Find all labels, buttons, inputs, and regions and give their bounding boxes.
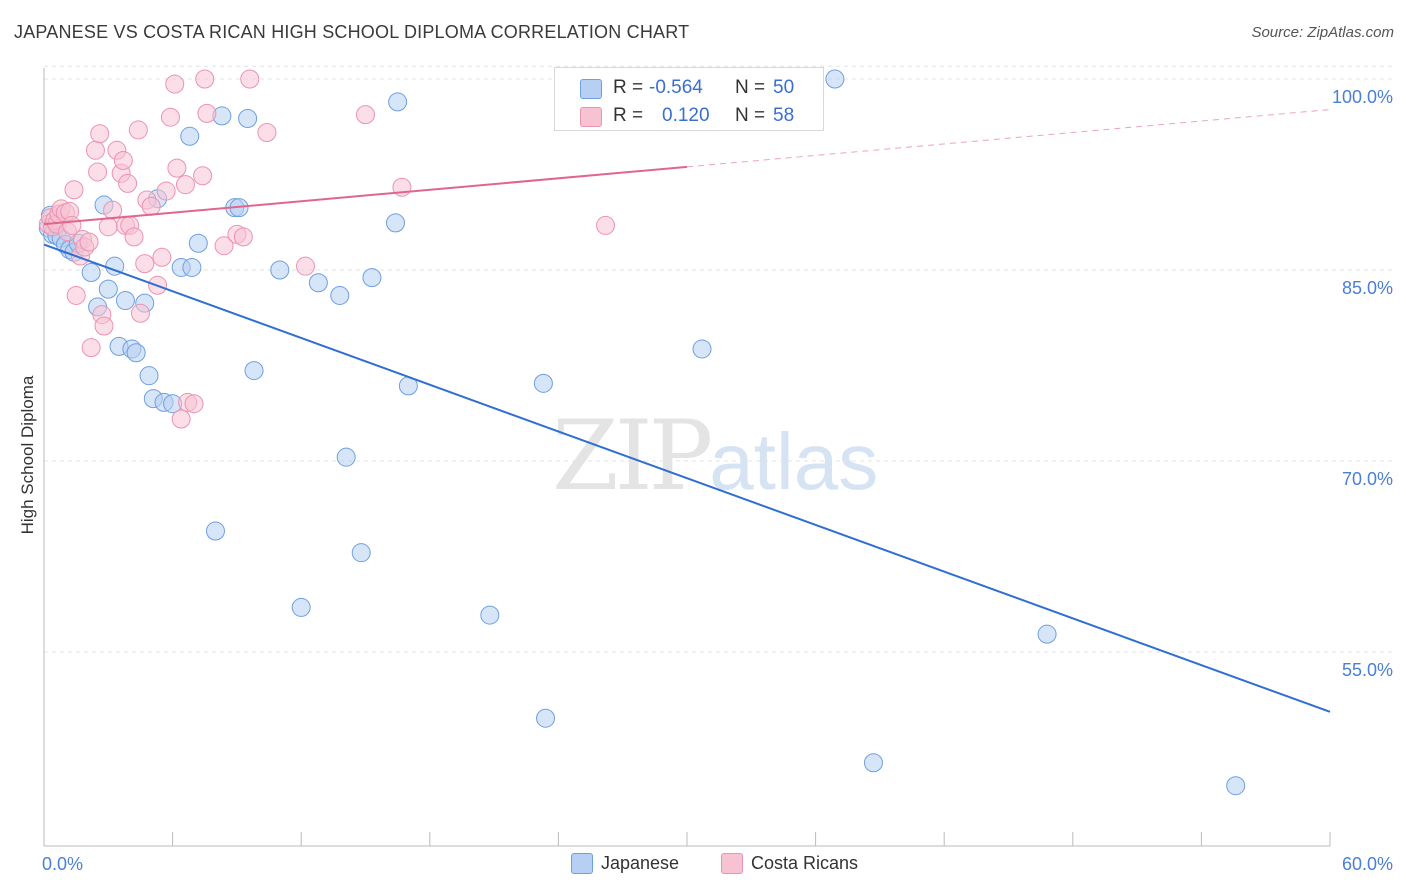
point-costa-rican — [167, 158, 187, 178]
legend-swatch-costa-rican — [580, 107, 602, 127]
trendline-japanese — [43, 243, 1331, 713]
y-tick-label: 100.0% — [1332, 87, 1393, 107]
watermark: ZIPatlas — [552, 400, 878, 512]
bottom-legend-swatch-costa-rican — [721, 853, 743, 874]
point-japanese — [205, 521, 225, 541]
point-costa-rican — [152, 247, 172, 267]
point-japanese — [244, 361, 264, 381]
point-japanese — [388, 92, 408, 112]
point-costa-rican — [79, 232, 99, 252]
point-costa-rican — [233, 227, 253, 247]
legend-r-value-japanese: -0.564 — [649, 77, 703, 98]
point-costa-rican — [98, 217, 118, 237]
point-japanese — [180, 126, 200, 146]
point-japanese — [182, 257, 202, 277]
point-costa-rican — [175, 175, 195, 195]
y-tick-label: 55.0% — [1342, 660, 1393, 680]
point-costa-rican — [197, 103, 217, 123]
point-japanese — [238, 108, 258, 128]
legend-swatch-japanese — [580, 79, 602, 99]
watermark-atlas: atlas — [709, 417, 879, 506]
point-japanese — [270, 260, 290, 280]
legend-r-label-costa-rican: R = — [613, 105, 644, 126]
bottom-legend-label-japanese: Japanese — [601, 853, 680, 873]
point-japanese — [126, 343, 146, 363]
legend-n-label-costa-rican: N = — [735, 105, 766, 126]
point-costa-rican — [160, 107, 180, 127]
point-costa-rican — [64, 180, 84, 200]
point-costa-rican — [156, 181, 176, 201]
x-tick-label: 60.0% — [1342, 854, 1393, 874]
point-costa-rican — [118, 173, 138, 193]
point-japanese — [533, 373, 553, 393]
point-japanese — [188, 233, 208, 253]
legend-n-value-japanese: 50 — [773, 77, 795, 98]
point-costa-rican — [240, 69, 260, 89]
point-costa-rican — [124, 227, 144, 247]
point-costa-rican — [85, 140, 105, 160]
point-japanese — [336, 447, 356, 467]
y-tick-label: 85.0% — [1342, 278, 1393, 298]
point-costa-rican — [257, 122, 277, 142]
point-japanese — [330, 285, 350, 305]
point-costa-rican — [90, 124, 110, 144]
legend-r-value-costa-rican: 0.120 — [662, 105, 710, 126]
point-costa-rican — [128, 120, 148, 140]
point-costa-rican — [193, 166, 213, 186]
y-tick-label: 70.0% — [1342, 469, 1393, 489]
point-costa-rican — [141, 196, 161, 216]
watermark-zip: ZIP — [552, 400, 713, 512]
x-tick-label: 0.0% — [42, 854, 83, 874]
point-costa-rican — [113, 150, 133, 170]
chart-title: JAPANESE VS COSTA RICAN HIGH SCHOOL DIPL… — [14, 22, 690, 42]
point-costa-rican — [596, 215, 616, 235]
point-japanese — [115, 291, 135, 311]
point-costa-rican — [165, 74, 185, 94]
legend-r-label-japanese: R = — [613, 77, 644, 98]
point-costa-rican — [88, 162, 108, 182]
source-label: Source: ZipAtlas.com — [1251, 24, 1394, 41]
stats-legend: R = -0.564 N = 50 R = 0.120 N = 58 — [554, 67, 824, 131]
point-japanese — [386, 213, 406, 233]
point-costa-rican — [66, 285, 86, 305]
point-japanese — [825, 69, 845, 89]
point-costa-rican — [130, 303, 150, 323]
point-japanese — [480, 605, 500, 625]
point-japanese — [1226, 776, 1246, 796]
bottom-legend-swatch-japanese — [571, 853, 593, 874]
point-costa-rican — [103, 200, 123, 220]
legend-n-label-japanese: N = — [735, 77, 766, 98]
legend-n-value-costa-rican: 58 — [773, 105, 795, 126]
y-axis-label: High School Diploma — [18, 375, 37, 535]
legend-row-costa-rican: R = 0.120 N = 58 — [555, 101, 823, 129]
legend-row-japanese: R = -0.564 N = 50 — [555, 73, 823, 101]
bottom-legend-label-costa-rican: Costa Ricans — [751, 853, 859, 873]
point-costa-rican — [214, 236, 234, 256]
point-japanese — [863, 753, 883, 773]
point-costa-rican — [295, 256, 315, 276]
point-japanese — [351, 543, 371, 563]
point-japanese — [692, 339, 712, 359]
point-costa-rican — [184, 394, 204, 414]
point-japanese — [81, 263, 101, 283]
point-costa-rican — [171, 409, 191, 429]
point-japanese — [1037, 624, 1057, 644]
point-japanese — [139, 366, 159, 386]
trendline-extension-costa-rican — [686, 109, 1331, 168]
trendline-costa-rican — [43, 165, 688, 226]
point-japanese — [291, 597, 311, 617]
point-japanese — [98, 279, 118, 299]
point-japanese — [362, 268, 382, 288]
point-costa-rican — [135, 254, 155, 274]
point-costa-rican — [94, 316, 114, 336]
point-japanese — [536, 708, 556, 728]
point-costa-rican — [195, 69, 215, 89]
point-costa-rican — [81, 338, 101, 358]
point-japanese — [308, 273, 328, 293]
point-costa-rican — [356, 105, 375, 125]
